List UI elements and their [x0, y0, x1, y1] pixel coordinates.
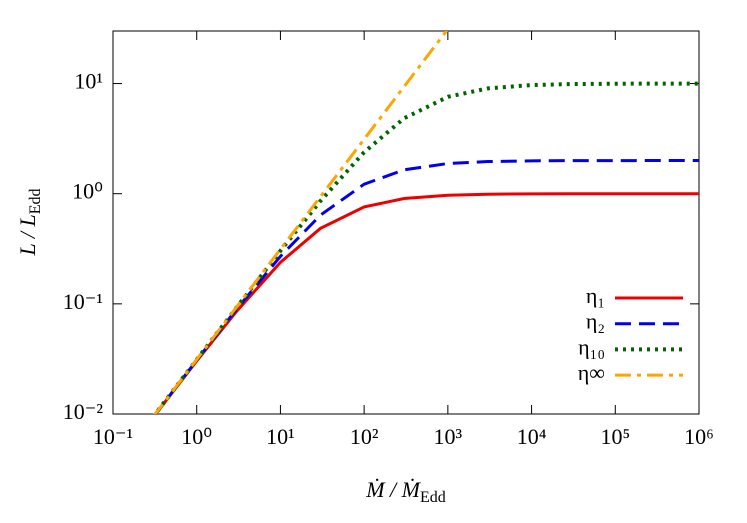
y-axis-label-sub: Edd	[27, 189, 44, 215]
x-tick-label: 10⁰	[181, 424, 212, 449]
legend-label: η∞	[578, 360, 605, 385]
plot-frame	[112, 30, 700, 415]
series-line	[153, 159, 699, 414]
y-axis-label-main: L / L	[15, 214, 40, 256]
x-axis-label-sub: Edd	[420, 489, 446, 506]
x-tick-label: 10⁻¹	[93, 424, 133, 449]
series-line	[153, 31, 449, 414]
series-line	[153, 192, 699, 414]
y-tick-label: 10⁻¹	[63, 289, 103, 314]
x-tick-label: 10⁵	[600, 424, 630, 449]
x-tick-label: 10⁴	[517, 424, 547, 449]
x-tick-label: 10²	[350, 424, 379, 449]
x-axis-label: Ṁ / ṀEdd	[365, 477, 446, 506]
y-tick-label: 10¹	[74, 69, 103, 94]
series-line	[152, 81, 699, 414]
x-tick-label: 10³	[434, 424, 463, 449]
legend-label: η₁₀	[578, 334, 605, 359]
y-tick-label: 10⁰	[72, 179, 103, 204]
y-tick-label: 10⁻²	[63, 399, 104, 424]
legend-label: η₁	[586, 283, 605, 308]
y-axis-label: L / LEdd	[15, 189, 44, 257]
x-tick-label: 10⁶	[684, 424, 714, 449]
legend-label: η₂	[586, 309, 605, 334]
x-tick-label: 10¹	[266, 424, 295, 449]
x-axis-label-main: Ṁ / Ṁ	[365, 477, 421, 502]
